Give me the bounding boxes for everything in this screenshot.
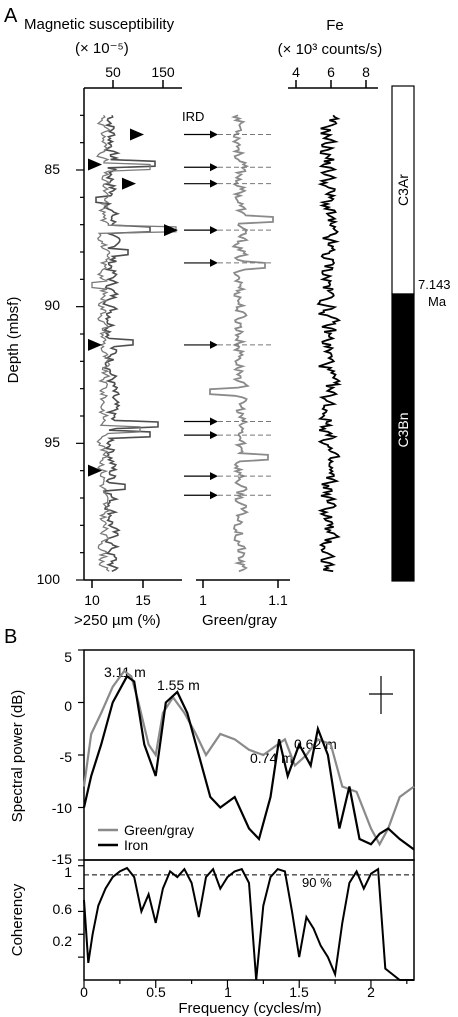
power-tick-label: -5 <box>60 749 73 765</box>
legend-greengray-label: Green/gray <box>124 822 194 838</box>
ird-arrow-head <box>210 179 218 188</box>
magsus-tick-label: 150 <box>151 64 175 80</box>
greengray-tick-label: 1.1 <box>268 592 288 608</box>
ird-triangle <box>130 128 144 141</box>
peak-label: 1.55 m <box>157 677 200 693</box>
panel-a-label: A <box>4 5 18 27</box>
x-ticks <box>83 980 408 988</box>
panel-a-plot <box>88 114 343 573</box>
depth-axis-label: Depth (mbsf) <box>5 297 22 384</box>
ird-triangle <box>122 177 136 190</box>
power-tick-label: 0 <box>64 698 72 714</box>
ird-arrow-head <box>210 472 218 481</box>
ird-arrow-head <box>210 340 218 349</box>
ird-arrow-head <box>210 130 218 139</box>
ird-arrow-head <box>210 163 218 172</box>
fe-title: Fe <box>326 17 344 34</box>
chron-c3bn-label: C3Bn <box>395 412 411 447</box>
coherency-axis-label: Coherency <box>9 883 26 956</box>
ird-triangle <box>164 224 178 237</box>
depth-tick-label: 100 <box>37 571 61 587</box>
ird-label: IRD <box>182 109 204 124</box>
power-tick-label: -15 <box>52 851 72 867</box>
coh-tick-label: 0.6 <box>53 901 73 917</box>
depth-tick-label: 95 <box>44 434 60 450</box>
power-tick-label: -10 <box>52 800 72 816</box>
x-tick-label: 1.5 <box>289 984 309 1000</box>
coh-tick-label: 0.2 <box>53 933 73 949</box>
fe-unit: (× 10³ counts/s) <box>278 41 383 58</box>
ird-arrow-head <box>210 258 218 267</box>
coh-tick-label: 1 <box>64 864 72 880</box>
legend-iron-label: Iron <box>124 837 148 853</box>
magsus-title: Magnetic susceptibility <box>24 16 175 33</box>
x-tick-label: 2 <box>367 984 375 1000</box>
fe-line <box>316 114 343 573</box>
coarse-tick-label: 15 <box>135 592 151 608</box>
coarse-tick-label: 10 <box>84 592 100 608</box>
power-ticks <box>78 649 84 861</box>
ird-triangle <box>88 338 102 351</box>
coherency-plot-frame <box>83 859 415 981</box>
fe-tick-label: 8 <box>362 64 370 80</box>
iron-spectrum-line <box>82 674 415 851</box>
greengray-line <box>209 114 274 573</box>
coarse-fraction-line <box>91 114 177 572</box>
ird-arrow-head <box>210 417 218 426</box>
coherency-ticks <box>78 865 84 958</box>
confidence-label: 90 % <box>302 875 332 890</box>
ird-triangle <box>88 158 102 171</box>
depth-tick-label: 90 <box>44 297 60 313</box>
fe-tick-label: 4 <box>292 64 300 80</box>
power-axis-label: Spectral power (dB) <box>9 690 26 823</box>
fe-tick-label: 6 <box>327 64 335 80</box>
chron-c3ar-label: C3Ar <box>395 174 411 206</box>
x-tick-label: 1 <box>224 984 232 1000</box>
ird-arrow-head <box>210 431 218 440</box>
x-tick-label: 0 <box>80 984 88 1000</box>
x-axis-label: Frequency (cycles/m) <box>178 1000 321 1017</box>
depth-tick-label: 85 <box>44 161 60 177</box>
greengray-axis-label: Green/gray <box>202 612 278 629</box>
greengray-tick-label: 1 <box>199 592 207 608</box>
greengray-spectrum-line <box>82 669 415 847</box>
depth-ticks <box>76 114 84 581</box>
coarse-axis-label: >250 µm (%) <box>74 612 161 629</box>
coherency-line <box>83 866 414 981</box>
magsus-line <box>95 114 159 573</box>
ird-arrow-head <box>210 491 218 500</box>
panel-b-plot <box>82 669 415 981</box>
boundary-age: 7.143 <box>418 277 451 292</box>
x-tick-label: 0.5 <box>146 984 166 1000</box>
magsus-tick-label: 50 <box>105 64 121 80</box>
ird-arrow-head <box>210 226 218 235</box>
boundary-age-unit: Ma <box>428 294 447 309</box>
chron-c3bn <box>391 293 415 582</box>
power-tick-label: 5 <box>64 649 72 665</box>
panel-b-label: B <box>4 626 17 648</box>
ird-triangle <box>88 464 102 477</box>
magsus-unit: (× 10⁻⁵) <box>75 40 129 57</box>
